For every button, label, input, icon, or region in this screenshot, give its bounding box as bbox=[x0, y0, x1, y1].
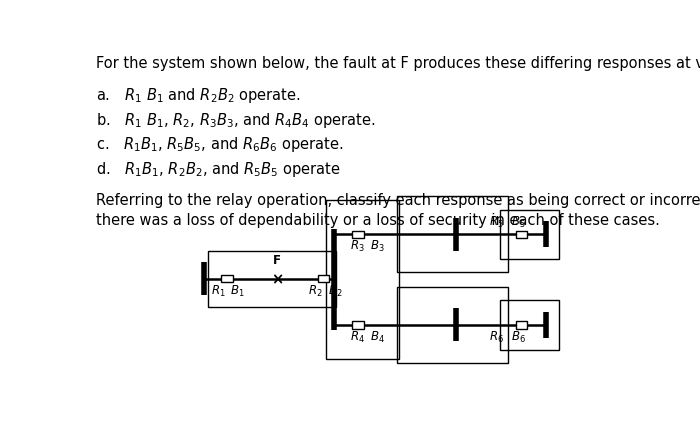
Text: Referring to the relay operation, classify each response as being correct or inc: Referring to the relay operation, classi… bbox=[96, 193, 700, 208]
Text: $R_6$: $R_6$ bbox=[489, 330, 504, 345]
Bar bbox=[515, 231, 528, 238]
Text: $B_1$: $B_1$ bbox=[230, 284, 245, 299]
Text: ×: × bbox=[272, 272, 284, 287]
Text: b. $R_1\ B_1$, $R_2$, $R_3B_3$, and $R_4B_4$ operate.: b. $R_1\ B_1$, $R_2$, $R_3B_3$, and $R_4… bbox=[96, 111, 375, 130]
Bar bbox=[326, 199, 400, 360]
Text: c. $R_1B_1$, $R_5B_5$, and $R_6B_6$ operate.: c. $R_1B_1$, $R_5B_5$, and $R_6B_6$ oper… bbox=[96, 135, 343, 155]
Text: $B_3$: $B_3$ bbox=[370, 239, 384, 254]
Text: $R_3$: $R_3$ bbox=[349, 239, 364, 254]
Bar bbox=[318, 275, 330, 282]
Text: For the system shown below, the fault at F produces these differing responses at: For the system shown below, the fault at… bbox=[96, 56, 700, 71]
Text: a. $R_1\ B_1$ and $R_2B_2$ operate.: a. $R_1\ B_1$ and $R_2B_2$ operate. bbox=[96, 86, 300, 105]
Text: $B_2$: $B_2$ bbox=[328, 284, 342, 299]
Text: d. $R_1B_1$, $R_2B_2$, and $R_5B_5$ operate: d. $R_1B_1$, $R_2B_2$, and $R_5B_5$ oper… bbox=[96, 160, 340, 179]
Text: $B_5$: $B_5$ bbox=[511, 215, 525, 230]
Text: $R_4$: $R_4$ bbox=[349, 330, 365, 345]
Bar bbox=[351, 321, 363, 329]
Text: $R_2$: $R_2$ bbox=[308, 284, 323, 299]
Bar bbox=[515, 321, 528, 329]
Bar bbox=[500, 300, 559, 350]
Bar bbox=[221, 275, 233, 282]
Text: $R_1$: $R_1$ bbox=[211, 284, 226, 299]
Text: $B_6$: $B_6$ bbox=[511, 330, 526, 345]
Bar bbox=[397, 196, 508, 272]
Text: F: F bbox=[274, 254, 281, 267]
Bar bbox=[208, 251, 336, 307]
Bar bbox=[500, 210, 559, 259]
Text: $B_4$: $B_4$ bbox=[370, 330, 384, 345]
Text: $R_5$: $R_5$ bbox=[489, 215, 503, 230]
Text: there was a loss of dependability or a loss of security in each of these cases.: there was a loss of dependability or a l… bbox=[96, 213, 659, 228]
Bar bbox=[351, 231, 363, 238]
Bar bbox=[397, 287, 508, 363]
